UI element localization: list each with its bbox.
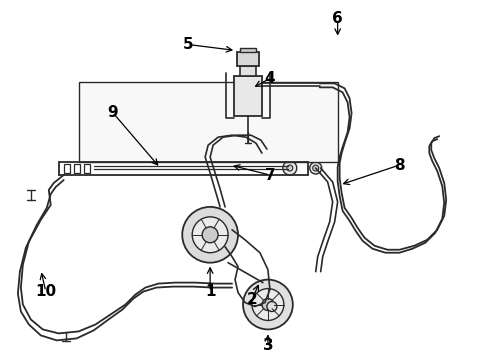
Text: 4: 4: [265, 71, 275, 86]
Text: 2: 2: [246, 292, 257, 307]
Circle shape: [202, 227, 218, 243]
Bar: [240, 67, 256, 76]
Bar: [74, 164, 80, 173]
Text: 10: 10: [35, 284, 56, 299]
Bar: [240, 48, 256, 53]
Circle shape: [182, 207, 238, 263]
Text: 8: 8: [394, 158, 405, 172]
Circle shape: [267, 302, 277, 311]
Bar: [237, 53, 259, 67]
Circle shape: [283, 161, 297, 175]
Circle shape: [243, 280, 293, 329]
Text: 9: 9: [107, 105, 118, 120]
Circle shape: [192, 217, 228, 253]
Circle shape: [313, 165, 318, 171]
Circle shape: [252, 289, 284, 320]
Text: 6: 6: [332, 11, 343, 26]
Bar: [234, 76, 262, 116]
Polygon shape: [78, 82, 338, 162]
Text: 3: 3: [263, 338, 273, 353]
Bar: [84, 164, 90, 173]
Text: 1: 1: [205, 284, 216, 299]
Circle shape: [287, 165, 293, 171]
Text: 5: 5: [183, 37, 194, 52]
Circle shape: [262, 298, 274, 310]
Bar: [64, 164, 70, 173]
Text: 7: 7: [265, 167, 275, 183]
Circle shape: [310, 162, 322, 174]
